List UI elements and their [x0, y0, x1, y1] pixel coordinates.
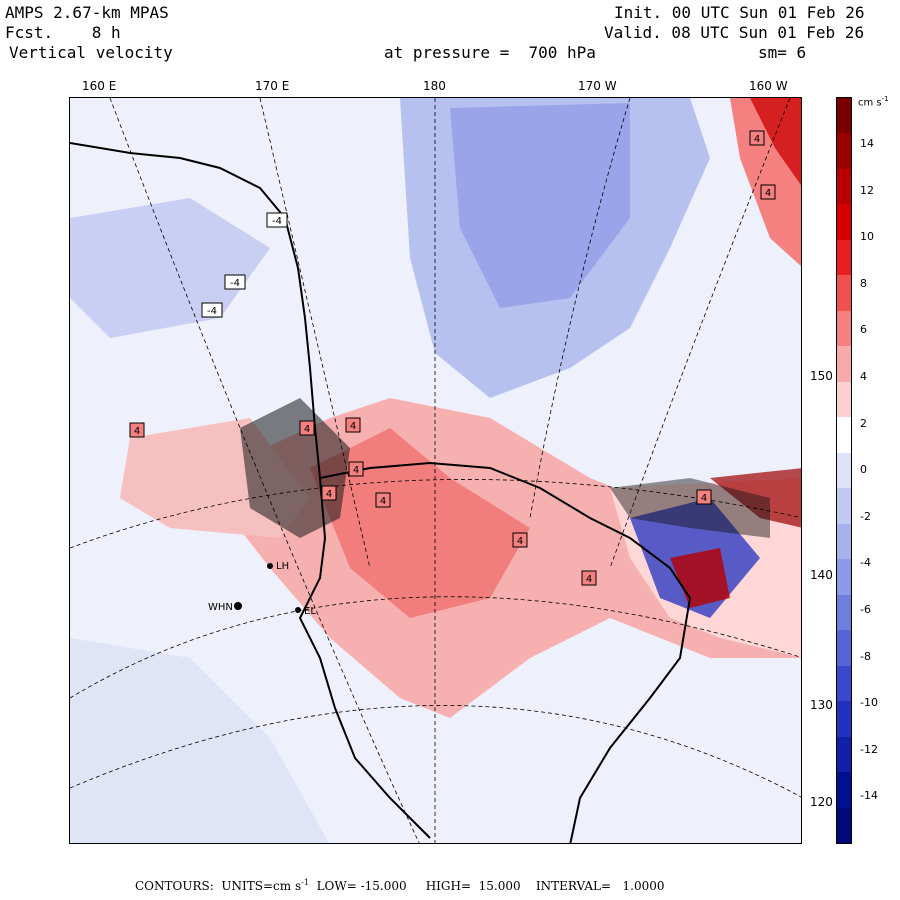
colorbar-segment — [837, 346, 851, 383]
colorbar-tick-label: -2 — [860, 509, 871, 523]
dense-contours-east — [610, 478, 770, 538]
colorbar-tick-label: -4 — [860, 556, 871, 570]
strong-blue-band — [450, 103, 630, 308]
colorbar-tick-label: 0 — [860, 463, 867, 477]
lon-label-160e: 160 E — [82, 79, 117, 93]
colorbar-segment — [837, 523, 851, 560]
lon-label-170e: 170 E — [255, 79, 290, 93]
colorbar-segment — [837, 594, 851, 631]
colorbar-segment — [837, 630, 851, 667]
colorbar-tick-label: 4 — [860, 370, 867, 383]
contour-label: 4 — [304, 424, 310, 435]
colorbar-segment — [837, 98, 851, 134]
colorbar-segment — [837, 275, 851, 312]
colorbar-segment — [837, 807, 851, 844]
map-svg: 4 4 -4 -4 -4 4 4 4 4 4 4 4 4 4 WHN LH EL — [70, 98, 801, 843]
contour-label: 4 — [701, 493, 707, 504]
contour-label: 4 — [765, 188, 771, 199]
footer-units-exp: -1 — [301, 878, 309, 887]
station-label-lh: LH — [276, 561, 289, 572]
colorbar-tick-label: -14 — [860, 789, 878, 803]
ice-shelf-front — [319, 461, 692, 843]
colorbar — [836, 97, 852, 844]
lon-label-160w: 160 W — [749, 79, 788, 93]
blue-region-southwest — [70, 638, 329, 843]
smoothing-value: sm= 6 — [758, 43, 807, 62]
colorbar-tick-label: -8 — [860, 649, 871, 663]
colorbar-segment — [837, 701, 851, 738]
colorbar-segment — [837, 665, 851, 702]
colorbar-segment — [837, 133, 851, 170]
strong-downward-core — [310, 428, 530, 618]
station-marker — [234, 602, 242, 610]
contour-label: -4 — [272, 216, 282, 227]
contour-label: 4 — [754, 134, 760, 145]
station-label-whn: WHN — [208, 602, 233, 613]
footer-high: HIGH= 15.000 — [425, 879, 521, 893]
contour-label: 4 — [380, 496, 386, 507]
colorbar-tick-label: 2 — [860, 416, 867, 430]
strong-red-northeast — [750, 98, 801, 186]
contour-label: 4 — [586, 574, 592, 585]
contour-label: 4 — [350, 421, 356, 432]
colorbar-units: cm s-1 — [858, 95, 889, 109]
colorbar-segment — [837, 204, 851, 241]
colorbar-tick-label: 10 — [860, 230, 874, 244]
forecast-hour: Fcst. 8 h — [5, 23, 121, 42]
footer-low: LOW= -15.000 — [316, 879, 407, 893]
station-marker — [267, 563, 273, 569]
map-panel[interactable]: 4 4 -4 -4 -4 4 4 4 4 4 4 4 4 4 WHN LH EL — [69, 97, 802, 844]
footer-contours-label: CONTOURS: — [135, 879, 214, 893]
colorbar-segment — [837, 452, 851, 489]
colorbar-segment — [837, 417, 851, 454]
contour-label: -4 — [230, 278, 240, 289]
pressure-level: at pressure = 700 hPa — [384, 43, 596, 62]
contour-label: 4 — [517, 536, 523, 547]
contour-label: 4 — [134, 426, 140, 437]
colorbar-tick-label: 6 — [860, 323, 867, 337]
colorbar-tick-label: -10 — [860, 696, 878, 710]
colorbar-tick-label: -12 — [860, 742, 878, 756]
colorbar-segment — [837, 168, 851, 205]
graticule — [70, 98, 801, 843]
valid-time: Valid. 08 UTC Sun 01 Feb 26 — [604, 23, 865, 42]
colorbar-tick-label: -6 — [860, 603, 871, 616]
contour-label: -4 — [207, 306, 217, 317]
contour-info: CONTOURS: UNITS=cm s-1 LOW= -15.000 HIGH… — [135, 878, 665, 893]
colorbar-segment — [837, 736, 851, 773]
lon-label-180: 180 — [423, 79, 446, 93]
station-marker — [295, 607, 301, 613]
footer-interval: INTERVAL= 1.0000 — [535, 879, 665, 893]
colorbar-segment — [837, 381, 851, 418]
coastline-west — [70, 142, 431, 839]
model-title: AMPS 2.67-km MPAS — [5, 3, 169, 22]
colorbar-tick-label: 14 — [860, 137, 874, 150]
stations: WHN LH EL — [208, 561, 316, 617]
colorbar-tick-label: 8 — [860, 276, 867, 290]
colorbar-segment — [837, 310, 851, 347]
colorbar-segment — [837, 239, 851, 276]
colorbar-segment — [837, 772, 851, 809]
strong-downward-east — [670, 548, 730, 608]
contour-label: 4 — [326, 489, 332, 500]
station-label-el: EL — [304, 606, 316, 617]
field-name: Vertical velocity — [9, 43, 173, 62]
strong-downward-northeast-patch — [710, 468, 801, 528]
colorbar-segment — [837, 488, 851, 525]
init-time: Init. 00 UTC Sun 01 Feb 26 — [614, 3, 865, 22]
colorbar-tick-label: 12 — [860, 183, 874, 197]
contour-label: 4 — [353, 465, 359, 476]
lon-label-170w: 170 W — [578, 79, 617, 93]
colorbar-segment — [837, 559, 851, 596]
footer-units: UNITS=cm s — [221, 879, 302, 893]
